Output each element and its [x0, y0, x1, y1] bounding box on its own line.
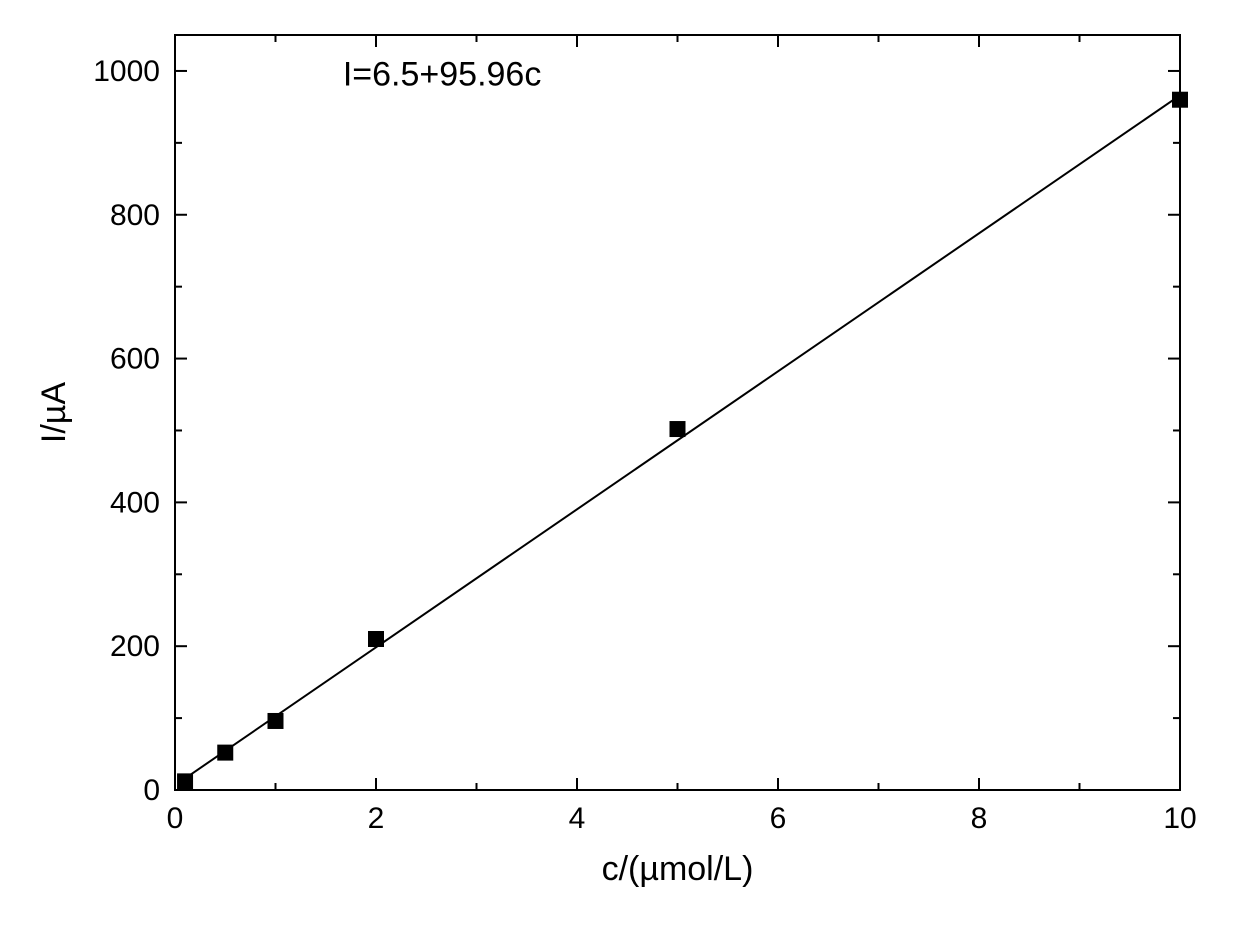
data-point [177, 773, 193, 789]
x-tick-label: 2 [368, 802, 385, 835]
x-tick-label: 10 [1163, 802, 1196, 835]
y-axis-label: I/µA [35, 382, 73, 444]
x-tick-label: 4 [569, 802, 586, 835]
x-axis-label: c/(µmol/L) [602, 850, 754, 888]
chart-svg: 0 2 4 6 8 10 0 200 400 600 800 1000 c/(µmol/L) I/µA I=… [0, 0, 1240, 929]
y-tick-label: 600 [110, 343, 160, 376]
y-tick-label: 1000 [93, 55, 160, 88]
y-tick-label: 400 [110, 486, 160, 519]
equation-label: I=6.5+95.96c [343, 56, 542, 94]
data-point [268, 713, 284, 729]
y-tick-label: 200 [110, 630, 160, 663]
calibration-chart: 0 2 4 6 8 10 0 200 400 600 800 1000 c/(µmol/L) I/µA I=… [0, 0, 1240, 929]
x-tick-label: 6 [770, 802, 787, 835]
data-point [368, 631, 384, 647]
y-tick-label: 800 [110, 199, 160, 232]
y-tick-label: 0 [143, 774, 160, 807]
data-point [670, 421, 686, 437]
data-point [217, 745, 233, 761]
data-point [1172, 92, 1188, 108]
x-tick-label: 8 [971, 802, 988, 835]
x-tick-label: 0 [167, 802, 184, 835]
